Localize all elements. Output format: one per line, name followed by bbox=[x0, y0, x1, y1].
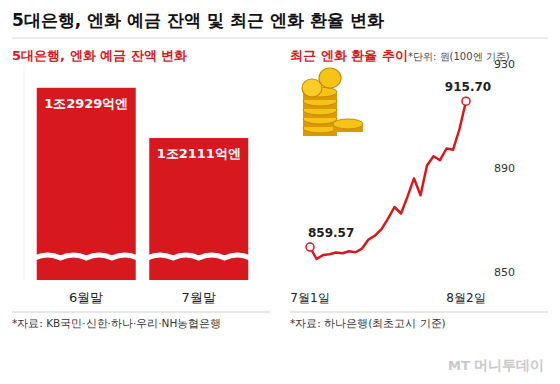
line-marks bbox=[306, 97, 470, 259]
x-tick-label: 8월2일 bbox=[446, 291, 485, 305]
source: *자료: KB국민·신한·하나·우리·NH농협은행 bbox=[12, 317, 221, 329]
background bbox=[0, 0, 560, 384]
y-tick-label: 930 bbox=[494, 58, 515, 71]
axis-break bbox=[147, 255, 250, 258]
y-tick-label: 890 bbox=[494, 162, 515, 175]
footer-rule bbox=[12, 312, 270, 313]
main-title: 5대은행, 엔화 예금 잔액 및 최근 엔화 환율 변화 bbox=[12, 10, 384, 30]
point-marker bbox=[306, 243, 314, 251]
point-marker bbox=[462, 97, 470, 105]
watermark-text: 머니투데이 bbox=[474, 357, 544, 373]
x-tick-label: 7월1일 bbox=[290, 291, 329, 305]
chart: 5대은행, 엔화 예금 잔액 및 최근 엔화 환율 변화 5대은행, 엔화 예금 … bbox=[0, 0, 560, 384]
source: *자료: 하나은행(최초고시 기준) bbox=[290, 317, 446, 329]
data-label: 915.70 bbox=[445, 80, 491, 94]
bar bbox=[37, 88, 136, 280]
bars bbox=[35, 88, 251, 280]
coins-icon bbox=[302, 68, 363, 136]
line-title: 최근 엔화 환율 추이 bbox=[290, 48, 408, 63]
coin bbox=[319, 68, 341, 88]
x-tick-label: 7월말 bbox=[182, 290, 216, 305]
data-label: 1조2929억엔 bbox=[44, 96, 128, 111]
y-axis-line bbox=[24, 65, 25, 280]
x-tick-label: 6월말 bbox=[69, 290, 103, 305]
data-label: 1조2111억엔 bbox=[157, 146, 241, 161]
coin bbox=[302, 79, 322, 97]
y-tick-label: 850 bbox=[494, 266, 515, 279]
watermark-logo: MT bbox=[448, 358, 470, 373]
bar-title: 5대은행, 엔화 예금 잔액 변화 bbox=[12, 48, 187, 63]
coin bbox=[333, 119, 363, 129]
title-rule bbox=[12, 38, 548, 39]
axis-break bbox=[35, 255, 138, 258]
footer-rule bbox=[290, 312, 548, 313]
data-label: 859.57 bbox=[308, 226, 354, 240]
